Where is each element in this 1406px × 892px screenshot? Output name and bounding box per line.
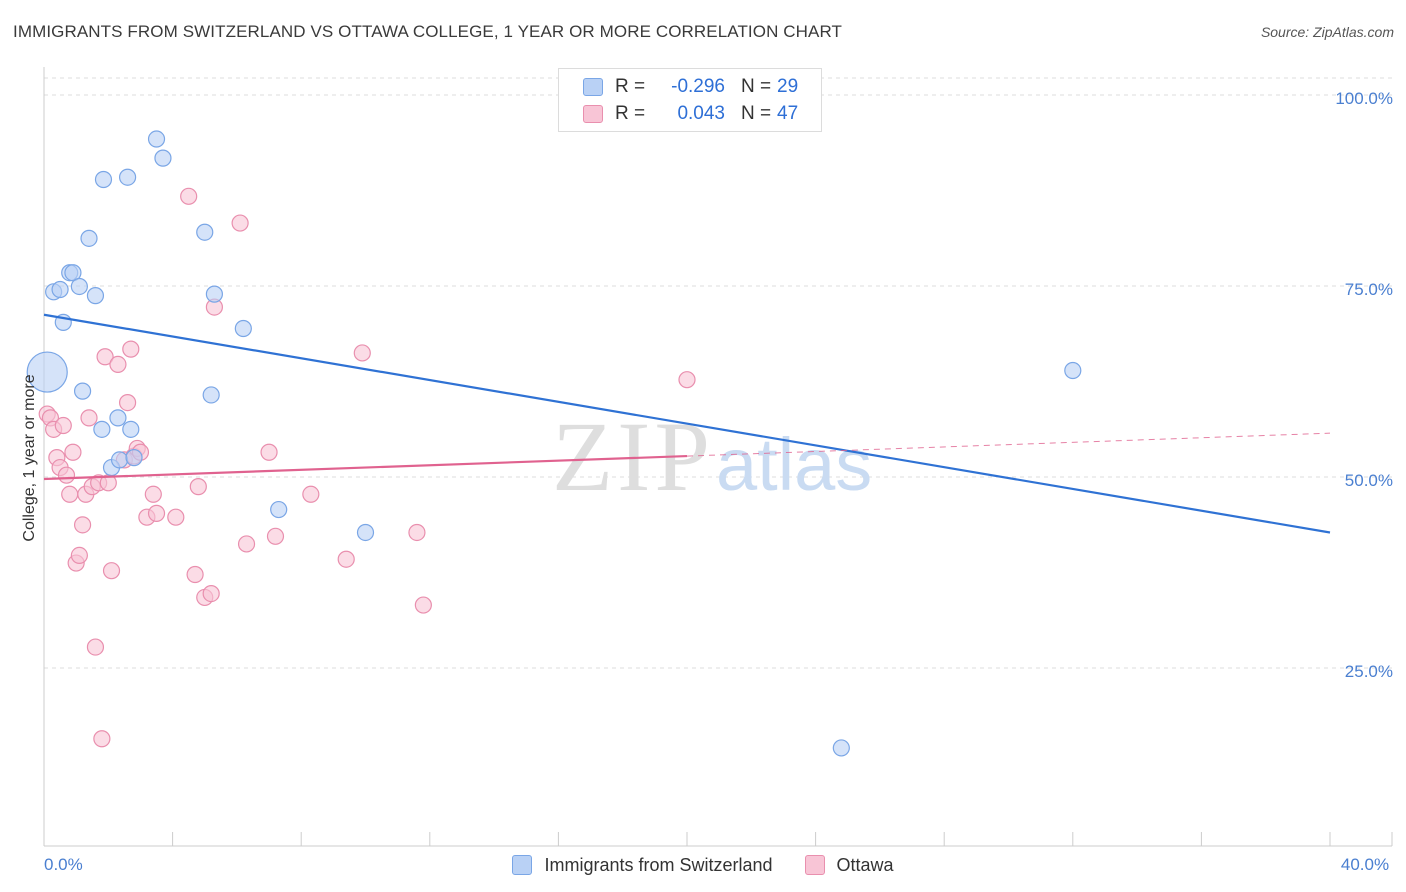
data-point [57,466,76,484]
legend-row-ottawa: R = 0.043 N = 47 [583,102,798,126]
data-point [70,546,88,565]
data-point [61,485,79,503]
data-point [189,478,207,496]
data-point [118,394,137,412]
legend-label-ottawa: Ottawa [836,854,894,875]
data-point [231,214,249,232]
data-point [110,451,129,469]
data-point [167,508,185,526]
legend-item-switzerland[interactable]: Immigrants from Switzerland [512,854,773,876]
legend-label-switzerland: Immigrants from Switzerland [544,854,773,875]
data-point [144,485,162,503]
data-point [86,287,105,305]
data-point [147,130,166,148]
axes [43,67,1393,847]
data-point [73,382,92,400]
data-point [237,535,256,553]
data-point [118,168,137,186]
watermark-atlas: atlas [716,423,872,506]
y-axis-title: College, 1 year or more [21,374,38,541]
legend-r-value: 0.043 [677,103,725,124]
data-point [356,523,375,542]
data-point [102,562,121,580]
data-point [678,371,696,389]
data-point [1064,361,1082,380]
y-tick-labels: 25.0% 50.0% 75.0% 100.0% [1335,89,1393,681]
y-tick-label-50: 50.0% [1345,471,1393,490]
data-point [408,523,426,542]
source-credit: Source: ZipAtlas.com [1260,24,1394,40]
legend-row-switzerland: R = -0.296 N = 29 [583,75,798,99]
y-tick-label-25: 25.0% [1345,662,1393,681]
series-legend: Immigrants from Switzerland Ottawa [0,852,1406,878]
data-point [73,516,92,534]
x-tick-label-0: 0.0% [44,855,83,874]
watermark-zip: ZIP [552,401,714,512]
data-point [154,149,172,167]
legend-r-label: R = [615,76,646,97]
data-point [64,443,82,461]
data-point [70,277,88,296]
legend-n-value: 29 [777,76,799,97]
data-point [205,285,223,303]
legend-item-ottawa[interactable]: Ottawa [804,854,894,876]
trend-line-ottawa-extension [686,432,1331,457]
data-point [832,739,850,757]
data-point [54,416,72,435]
data-point [122,420,140,438]
data-point [94,170,113,189]
data-point [86,638,105,656]
trend-line-switzerland [43,313,1331,534]
legend-swatch-blue [583,78,603,96]
data-point [186,565,204,584]
data-point [51,280,69,299]
legend-n-label: N = [741,76,772,97]
data-point [202,584,220,603]
y-tick-label-100: 100.0% [1335,89,1393,108]
data-point [93,420,111,438]
ottawa-points [38,187,696,748]
trend-line-ottawa [43,454,688,481]
data-point [109,409,127,427]
x-tick-label-40: 40.0% [1341,855,1389,874]
data-point [109,355,127,373]
data-point [93,730,111,748]
y-tick-label-75: 75.0% [1345,280,1393,299]
data-point [80,229,98,247]
data-point [270,500,288,519]
legend-n-label: N = [741,103,772,124]
data-point [414,596,432,614]
data-point [26,351,68,393]
data-point [122,340,140,358]
legend-r-label: R = [615,103,646,124]
legend-swatch-blue [512,855,533,875]
data-point [202,386,220,404]
trend-lines [43,313,1331,534]
data-point [96,348,114,366]
data-point [260,443,278,461]
data-point [302,485,320,503]
grid-lines [44,77,1392,669]
data-point [196,223,214,241]
legend-r-value: -0.296 [671,76,725,97]
data-point [337,550,355,568]
data-point [266,527,285,545]
watermark: ZIP atlas [552,401,872,512]
legend-swatch-pink [804,855,825,875]
data-point [64,264,82,282]
correlation-legend: R = -0.296 N = 29 R = 0.043 N = 47 [558,68,822,132]
legend-n-value: 47 [777,103,799,124]
data-point [180,187,198,205]
data-point [147,504,166,522]
data-point [353,344,371,362]
data-point [125,449,143,467]
data-point [80,409,98,427]
data-point [234,319,252,338]
legend-swatch-pink [583,105,603,123]
chart-title: IMMIGRANTS FROM SWITZERLAND VS OTTAWA CO… [13,22,843,41]
